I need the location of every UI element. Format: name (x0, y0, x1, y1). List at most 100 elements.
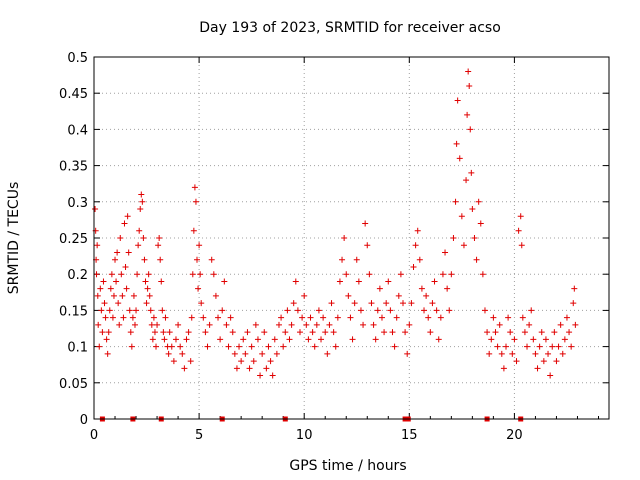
data-point (175, 321, 182, 328)
data-point (191, 184, 198, 191)
data-point (112, 256, 119, 263)
data-point (236, 343, 243, 350)
data-point (364, 242, 371, 249)
data-point (188, 314, 195, 321)
data-point (292, 278, 299, 285)
data-point (452, 198, 459, 205)
data-point (553, 358, 560, 365)
data-point (208, 256, 215, 263)
plot-frame (93, 56, 610, 420)
data-point (221, 278, 228, 285)
data-point (121, 220, 128, 227)
data-point (492, 329, 499, 336)
data-point (351, 300, 358, 307)
data-point (366, 271, 373, 278)
data-point (177, 343, 184, 350)
data-point (160, 329, 167, 336)
data-point (200, 314, 207, 321)
data-point (101, 300, 108, 307)
data-point (267, 358, 274, 365)
data-point (92, 206, 99, 213)
data-point (155, 242, 162, 249)
data-point (183, 336, 190, 343)
data-point (517, 213, 524, 220)
y-tick-label: 0.3 (67, 196, 88, 211)
data-point (294, 307, 301, 314)
data-point (252, 321, 259, 328)
data-point (202, 329, 209, 336)
data-point (231, 350, 238, 357)
y-tick-label: 0.4 (67, 123, 88, 138)
data-point (324, 350, 331, 357)
data-point (168, 343, 175, 350)
data-point (131, 321, 138, 328)
data-point (416, 256, 423, 263)
data-point (469, 206, 476, 213)
data-point (519, 314, 526, 321)
x-tick-label: 20 (506, 428, 523, 443)
data-point (435, 336, 442, 343)
data-point (109, 314, 116, 321)
data-point (494, 343, 501, 350)
data-point (418, 285, 425, 292)
data-point (117, 235, 124, 241)
data-point (244, 329, 251, 336)
data-point (145, 271, 152, 278)
data-point (118, 271, 125, 278)
data-point (227, 314, 234, 321)
data-point (217, 336, 224, 343)
data-point (391, 343, 398, 350)
data-point (148, 321, 155, 328)
data-point (93, 271, 100, 278)
data-point (248, 343, 255, 350)
data-point (158, 278, 165, 285)
data-point (542, 336, 549, 343)
data-point (263, 365, 270, 372)
data-point (442, 249, 449, 256)
data-point (161, 336, 168, 343)
data-point (284, 307, 291, 314)
data-point (106, 307, 113, 314)
data-point (549, 343, 556, 350)
x-tick-label: 5 (195, 428, 203, 443)
data-point (194, 256, 200, 263)
data-point (102, 314, 109, 321)
data-point (307, 314, 314, 321)
data-point (566, 329, 573, 336)
data-point (551, 329, 558, 336)
y-tick-label: 0.05 (59, 377, 88, 392)
data-point (465, 68, 472, 75)
y-tick-label: 0.15 (59, 304, 88, 319)
data-point (468, 169, 475, 176)
data-point (240, 336, 247, 343)
data-point (154, 321, 161, 328)
data-point (454, 97, 461, 104)
data-point (381, 329, 388, 336)
data-point (126, 307, 133, 314)
data-point (511, 336, 518, 343)
data-point (170, 358, 177, 365)
data-point (303, 321, 310, 328)
x-tick-label: 10 (296, 428, 313, 443)
y-tick-label: 0.1 (67, 341, 88, 356)
data-point (509, 350, 516, 357)
data-point (128, 343, 135, 350)
data-point (210, 271, 217, 278)
data-point (197, 271, 204, 278)
data-point (311, 343, 318, 350)
data-point (179, 350, 186, 357)
data-point (347, 314, 354, 321)
data-point (374, 307, 381, 314)
data-point (458, 213, 465, 220)
data-point (162, 314, 169, 321)
data-point (528, 307, 535, 314)
data-point (299, 314, 306, 321)
data-point (185, 329, 192, 336)
data-point (521, 329, 528, 336)
data-point (225, 343, 232, 350)
grid (94, 57, 609, 419)
x-axis-label: GPS time / hours (289, 458, 406, 474)
data-point (250, 358, 257, 365)
y-axis-label: SRMTID / TECUs (6, 182, 22, 295)
data-point (518, 242, 525, 249)
